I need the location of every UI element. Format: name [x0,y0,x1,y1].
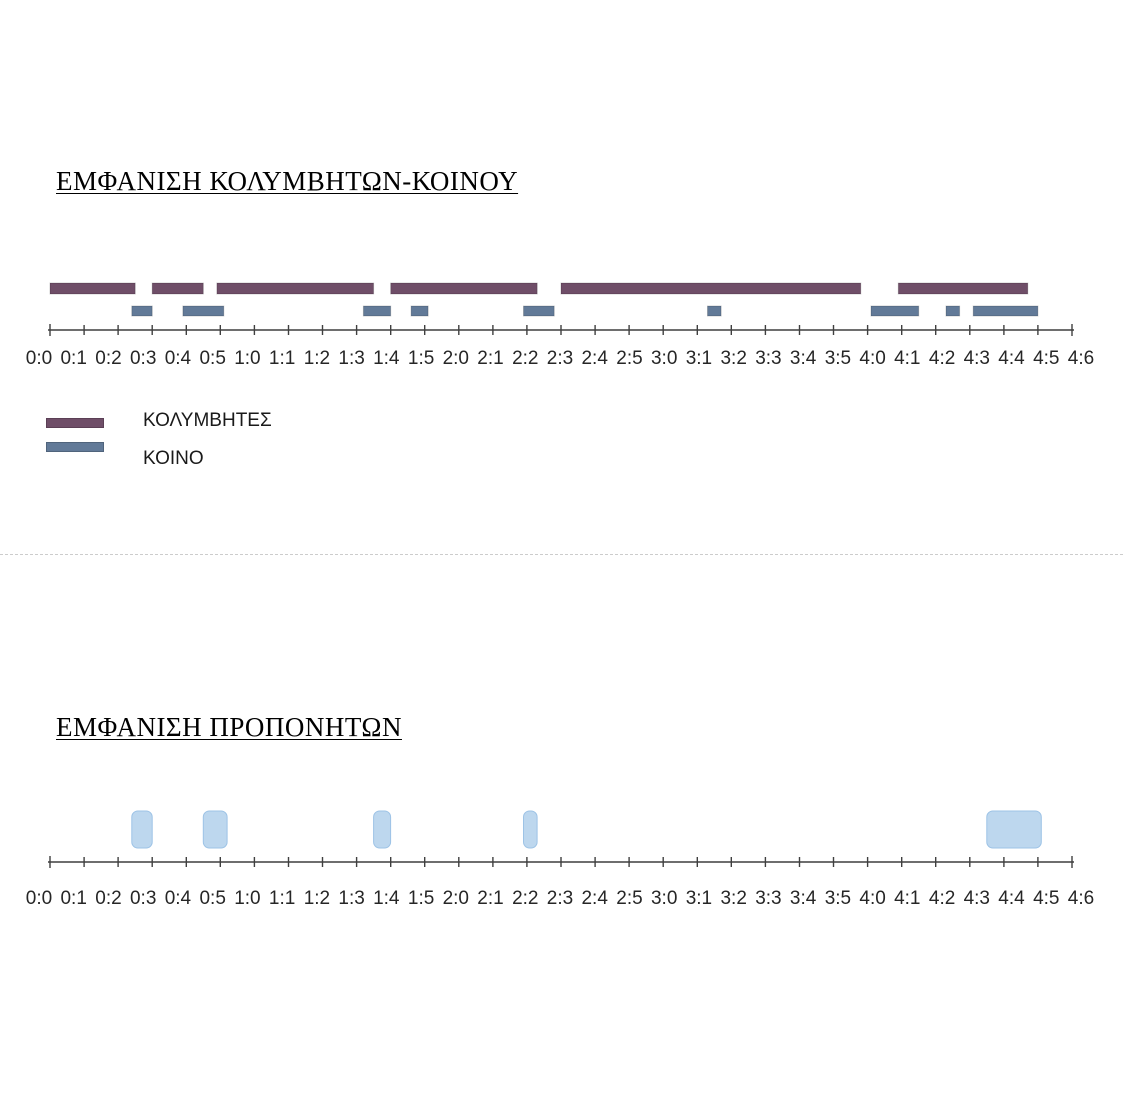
x-tick-label: 1:3 [338,888,364,909]
x-tick-label: 0:4 [165,348,192,369]
bar-swimmers-2 [151,282,204,295]
bar-coaches-3 [373,810,392,849]
x-tick-label: 1:1 [269,348,295,369]
x-tick-label: 3:5 [825,888,851,909]
x-tick-label: 4:0 [859,348,885,369]
x-tick-label: 3:5 [825,348,851,369]
x-tick-label: 4:1 [894,888,920,909]
bar-coaches-5 [986,810,1042,849]
bar-audience-4 [410,305,429,317]
bar-audience-8 [945,305,961,317]
x-axis-ticks: 0:0 0:1 0:2 0:3 0:4 0:5 1:0 1:1 1:2 1:3 1:4 1:5 2:0 2… [26,856,1094,909]
bar-coaches-1 [131,810,153,849]
x-tick-label: 0:2 [95,348,121,369]
bar-swimmers-1 [49,282,136,295]
x-tick-label: 4:4 [998,888,1025,909]
x-tick-label: 1:0 [234,348,260,369]
x-tick-label: 4:6 [1068,348,1094,369]
x-tick-label: 2:5 [616,348,642,369]
bar-audience-1 [131,305,153,317]
x-tick-label: 2:3 [547,888,573,909]
bar-coaches-2 [202,810,228,849]
x-tick-label: 0:3 [130,888,156,909]
chart-title-coaches: ΕΜΦΑΝΙΣΗ ΠΡΟΠΟΝΗΤΩΝ [56,712,402,742]
x-tick-label: 3:1 [686,348,712,369]
x-tick-label: 1:4 [373,888,400,909]
x-tick-label: 2:1 [477,348,503,369]
series-audience [131,305,1039,317]
x-tick-label: 3:2 [720,888,746,909]
slide-separator [0,554,1123,555]
x-tick-label: 1:0 [234,888,260,909]
legend-swatch-swimmers [46,418,104,428]
x-tick-label: 2:4 [581,348,608,369]
legend-label-audience: ΚΟΙΝΟ [143,448,204,469]
x-tick-label: 0:0 [26,888,52,909]
x-tick-label: 0:5 [199,888,225,909]
x-tick-label: 1:1 [269,888,295,909]
bar-audience-5 [523,305,555,317]
x-tick-label: 0:5 [199,348,225,369]
x-tick-label: 3:0 [651,348,677,369]
x-tick-label: 0:1 [60,348,86,369]
bar-audience-3 [362,305,392,317]
x-tick-label: 2:3 [547,348,573,369]
bar-audience-6 [707,305,722,317]
x-tick-label: 2:2 [512,348,538,369]
x-tick-label: 2:2 [512,888,538,909]
x-tick-label: 4:3 [964,348,990,369]
timeline-chart-coaches: 0:0 0:1 0:2 0:3 0:4 0:5 1:0 1:1 1:2 1:3 1:4 1:5 2:0 2… [26,810,1094,909]
x-tick-label: 2:4 [581,888,608,909]
x-tick-label: 4:5 [1033,348,1059,369]
x-axis-ticks: 0:0 0:1 0:2 0:3 0:4 0:5 1:0 1:1 1:2 1:3 1:4 1:5 2:0 2… [26,324,1094,369]
x-tick-label: 4:5 [1033,888,1059,909]
x-tick-label: 3:3 [755,348,781,369]
x-tick-label: 1:5 [408,348,434,369]
x-tick-label: 4:2 [929,888,955,909]
x-tick-label: 2:0 [443,348,469,369]
x-tick-label: 0:0 [26,348,52,369]
legend-label-swimmers: ΚΟΛΥΜΒΗΤΕΣ [143,410,272,431]
bar-audience-7 [870,305,920,317]
x-tick-label: 1:5 [408,888,434,909]
series-swimmers [49,282,1029,295]
series-coaches [131,810,1042,849]
x-tick-label: 0:2 [95,888,121,909]
x-tick-label: 1:3 [338,348,364,369]
x-tick-label: 4:1 [894,348,920,369]
x-tick-label: 4:4 [998,348,1025,369]
x-tick-label: 0:4 [165,888,192,909]
bar-swimmers-4 [390,282,538,295]
x-tick-label: 4:3 [964,888,990,909]
bar-swimmers-3 [216,282,375,295]
x-tick-label: 2:1 [477,888,503,909]
x-tick-label: 4:0 [859,888,885,909]
timeline-chart-swimmers-audience: 0:0 0:1 0:2 0:3 0:4 0:5 1:0 1:1 1:2 1:3 1:4 1:5 2:0 2… [26,282,1094,369]
x-tick-label: 2:5 [616,888,642,909]
x-tick-label: 3:1 [686,888,712,909]
legend: ΚΟΛΥΜΒΗΤΕΣ ΚΟΙΝΟ [46,410,306,474]
x-tick-label: 0:3 [130,348,156,369]
bar-audience-2 [182,305,225,317]
x-tick-label: 3:3 [755,888,781,909]
bar-coaches-4 [523,810,538,849]
legend-swatch-audience [46,442,104,452]
x-tick-label: 3:0 [651,888,677,909]
x-tick-label: 4:6 [1068,888,1094,909]
x-tick-label: 1:2 [304,888,330,909]
x-tick-label: 2:0 [443,888,469,909]
x-tick-label: 1:2 [304,348,330,369]
bar-swimmers-6 [897,282,1029,295]
chart-title-swimmers-audience: ΕΜΦΑΝΙΣΗ ΚΟΛΥΜΒΗΤΩΝ-ΚΟΙΝΟΥ [56,166,519,196]
bar-audience-9 [972,305,1039,317]
x-tick-label: 0:1 [60,888,86,909]
x-tick-label: 4:2 [929,348,955,369]
x-tick-label: 3:2 [720,348,746,369]
x-tick-label: 3:4 [790,348,817,369]
bar-swimmers-5 [560,282,862,295]
x-tick-label: 3:4 [790,888,817,909]
x-tick-label: 1:4 [373,348,400,369]
